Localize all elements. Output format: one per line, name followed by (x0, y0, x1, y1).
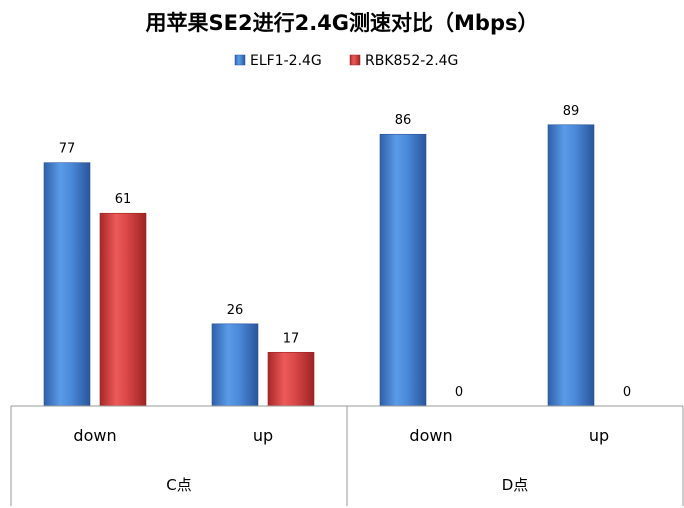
bar-s0-c2 (379, 133, 427, 407)
bars (43, 124, 595, 407)
legend: ELF1-2.4G RBK852-2.4G (234, 53, 458, 69)
data-label-s1-c1: 17 (283, 331, 300, 346)
x-axis (10, 405, 684, 506)
bar-s1-c0 (99, 212, 147, 407)
category-labels: down up down up (73, 426, 609, 445)
category-label-0: down (73, 426, 116, 445)
legend-label-elf1: ELF1-2.4G (250, 53, 322, 69)
data-label-s1-c0: 61 (115, 192, 132, 207)
legend-swatch-elf1 (234, 54, 246, 66)
data-label-s0-c0: 77 (59, 142, 76, 157)
chart-title: 用苹果SE2进行2.4G测速对比（Mbps） (146, 11, 539, 35)
category-label-3: up (589, 426, 609, 445)
group-labels: C点 D点 (166, 476, 528, 494)
bar-s0-c1 (211, 323, 259, 407)
legend-label-rbk852: RBK852-2.4G (365, 53, 458, 69)
group-label-1: D点 (502, 476, 529, 494)
bar-s0-c3 (547, 124, 595, 407)
data-label-s0-c3: 89 (563, 104, 580, 119)
category-label-2: down (409, 426, 452, 445)
category-label-1: up (253, 426, 273, 445)
legend-swatch-rbk852 (349, 54, 361, 66)
data-label-s0-c1: 26 (227, 303, 244, 318)
data-label-s0-c2: 86 (395, 113, 412, 128)
data-label-s1-c2: 0 (455, 385, 463, 400)
bar-s0-c0 (43, 162, 91, 407)
data-label-s1-c3: 0 (623, 385, 631, 400)
bar-s1-c1 (267, 351, 315, 407)
group-label-0: C点 (166, 476, 191, 494)
data-labels: 77 61 26 17 86 0 89 0 (59, 104, 631, 400)
